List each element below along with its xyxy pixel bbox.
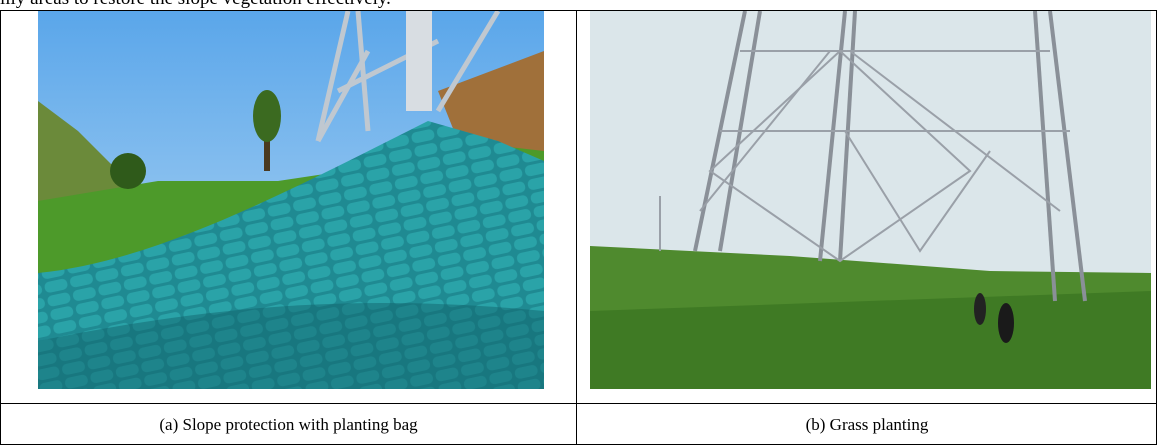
column-divider	[576, 11, 577, 444]
photo-grass-planting	[590, 11, 1151, 389]
photo-planting-bag	[38, 11, 544, 389]
figure-table: (a) Slope protection with planting bag (…	[0, 10, 1157, 445]
row-divider	[1, 403, 1156, 404]
caption: (a) Slope protection with planting bag	[159, 415, 418, 434]
caption: (b) Grass planting	[805, 415, 929, 434]
body-text: illy areas to restore the slope vegetati…	[0, 0, 391, 10]
